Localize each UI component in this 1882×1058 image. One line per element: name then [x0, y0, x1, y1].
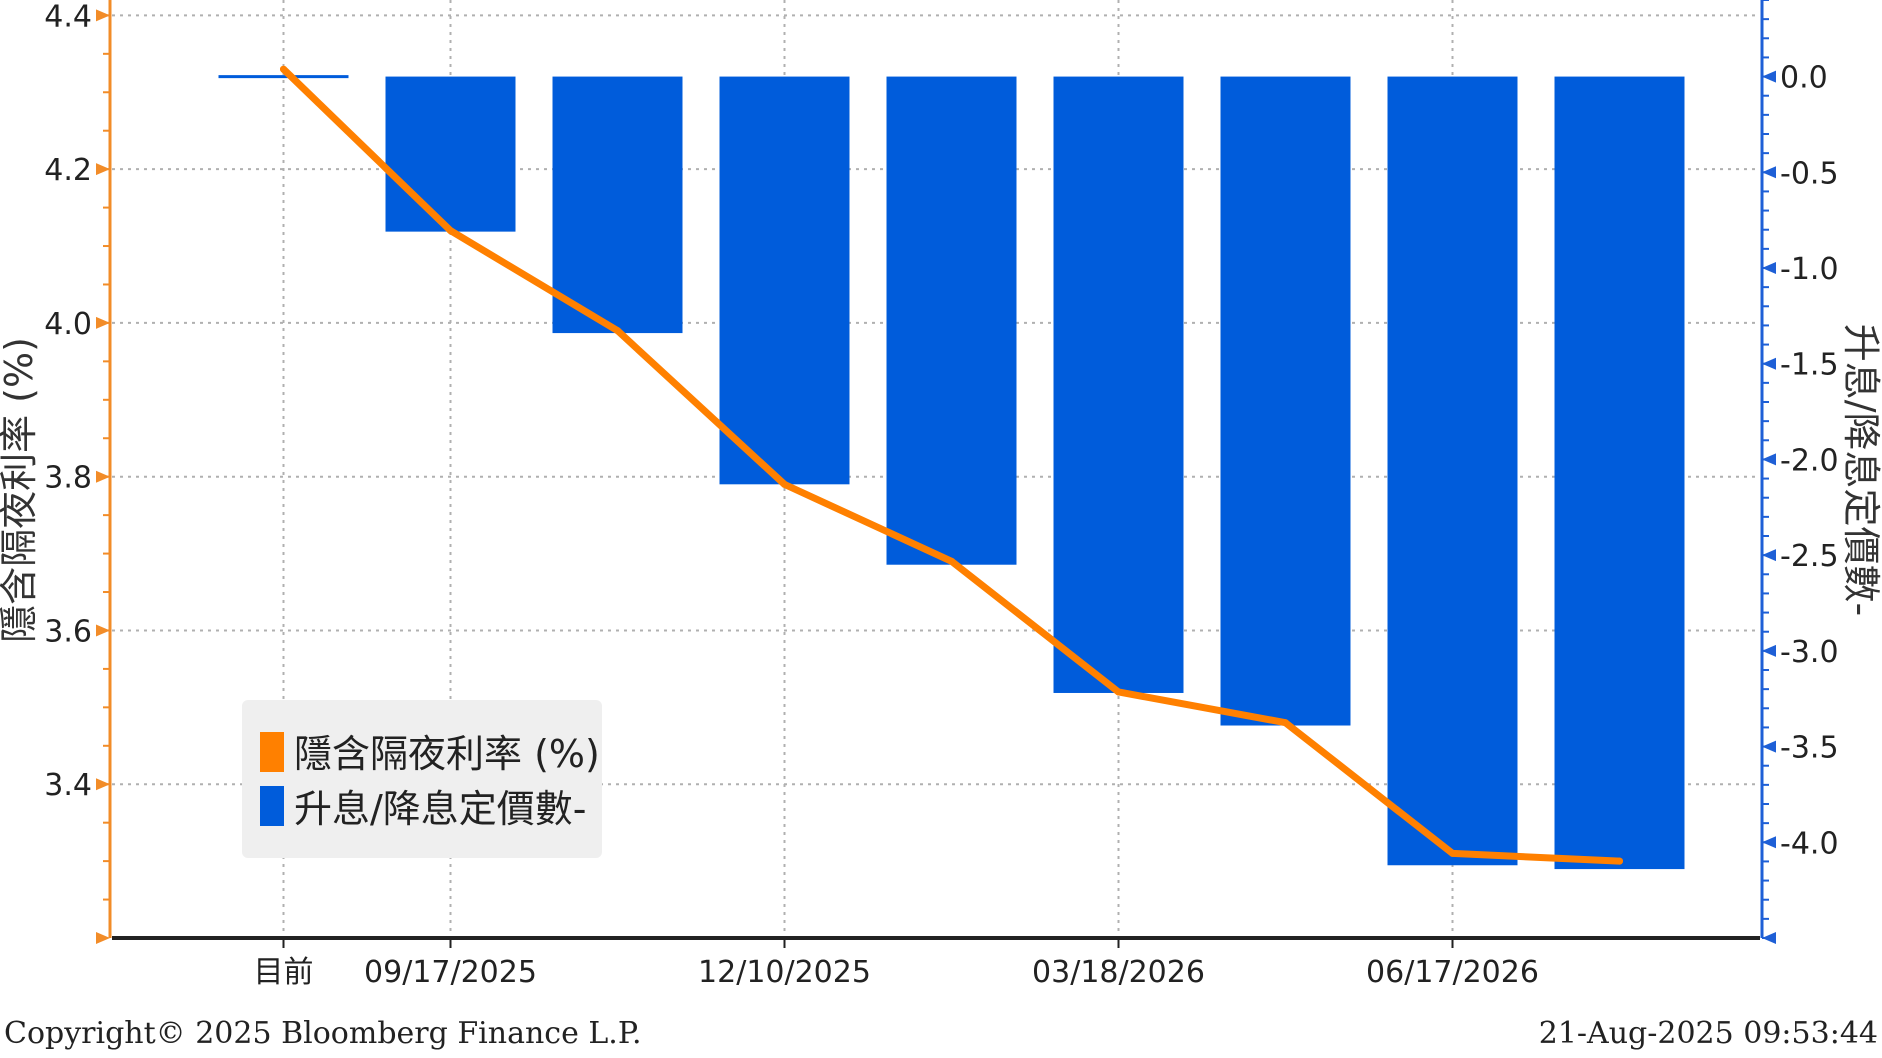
bars-layer	[218, 75, 1685, 870]
bar-8	[1554, 76, 1685, 870]
right-tick-label-4: -2.0	[1780, 443, 1839, 478]
right-tick-label-6: -3.0	[1780, 635, 1839, 670]
left-major-tick-3	[96, 316, 110, 329]
line-point-3	[781, 480, 788, 488]
legend-background	[242, 700, 602, 858]
legend-label-bar: 升息/降息定價數-	[294, 787, 587, 831]
right-major-tick-8	[1762, 836, 1776, 849]
bar-2	[552, 76, 683, 334]
right-major-tick-7	[1762, 740, 1776, 753]
right-axis-end-marker	[1762, 932, 1776, 944]
left-major-tick-5	[96, 9, 110, 22]
right-tick-label-1: -0.5	[1780, 156, 1839, 191]
line-point-8	[1616, 857, 1623, 865]
left-tick-label-5: 4.4	[44, 0, 92, 34]
line-point-6	[1282, 719, 1289, 727]
right-major-tick-4	[1762, 453, 1776, 466]
left-tick-label-3: 4.0	[44, 307, 92, 342]
right-tick-label-3: -1.5	[1780, 348, 1839, 383]
bar-6	[1220, 76, 1351, 726]
left-major-tick-4	[96, 163, 110, 176]
bar-1	[385, 76, 516, 232]
right-tick-label-7: -3.5	[1780, 731, 1839, 766]
left-axis-title: 隱含隔夜利率 (%)	[0, 337, 41, 643]
right-major-tick-3	[1762, 357, 1776, 370]
line-point-1	[447, 227, 454, 235]
copyright-text: Copyright© 2025 Bloomberg Finance L.P.	[4, 1016, 642, 1051]
bar-4	[886, 76, 1017, 565]
bar-5	[1053, 76, 1184, 693]
right-tick-label-8: -4.0	[1780, 826, 1839, 861]
left-tick-label-1: 3.6	[44, 614, 92, 649]
left-major-tick-2	[96, 470, 110, 483]
left-major-tick-0	[96, 778, 110, 791]
left-tick-label-2: 3.8	[44, 461, 92, 496]
line-point-5	[1115, 688, 1122, 696]
legend-swatch-line	[260, 732, 284, 772]
right-major-tick-1	[1762, 166, 1776, 179]
line-point-0	[280, 65, 287, 73]
right-tick-label-5: -2.5	[1780, 539, 1839, 574]
legend-swatch-bar	[260, 786, 284, 826]
right-axis-title: 升息/降息定價數-	[1839, 324, 1882, 617]
left-axis-end-marker	[96, 932, 110, 944]
bar-3	[719, 76, 850, 485]
right-tick-label-2: -1.0	[1780, 252, 1839, 287]
line-point-2	[614, 327, 621, 335]
right-major-tick-2	[1762, 262, 1776, 274]
left-tick-label-0: 3.4	[44, 768, 92, 803]
left-major-tick-1	[96, 624, 110, 637]
line-point-4	[948, 557, 955, 565]
x-tick-label-2: 12/10/2025	[698, 955, 871, 990]
bar-7	[1387, 76, 1518, 866]
left-tick-label-4: 4.2	[44, 153, 92, 188]
x-tick-label-3: 03/18/2026	[1032, 955, 1205, 990]
legend: 隱含隔夜利率 (%) 升息/降息定價數-	[242, 700, 602, 858]
timestamp-text: 21-Aug-2025 09:53:44	[1539, 1016, 1878, 1051]
right-tick-label-0: 0.0	[1780, 61, 1828, 96]
line-layer	[280, 65, 1623, 865]
x-tick-label-4: 06/17/2026	[1366, 955, 1539, 990]
x-tick-label-0: 目前	[254, 955, 314, 990]
line-point-7	[1449, 849, 1456, 857]
right-major-tick-6	[1762, 644, 1776, 657]
axes-layer: 3.4 3.6 3.8 4.0 4.2 4.4 0.0 -0.5 -1.0 -1.5 -2.0 -2.…	[44, 0, 1839, 990]
x-tick-label-1: 09/17/2025	[364, 955, 537, 990]
legend-label-line: 隱含隔夜利率 (%)	[294, 732, 600, 776]
right-major-tick-0	[1762, 70, 1776, 83]
right-major-tick-5	[1762, 549, 1776, 562]
